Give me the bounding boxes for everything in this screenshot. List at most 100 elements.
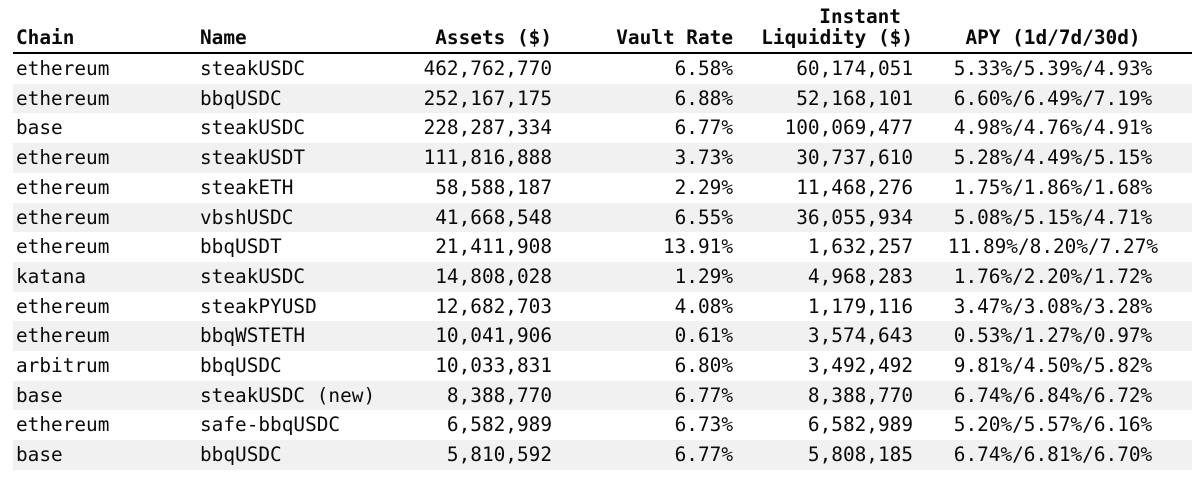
- instant-liquidity-cell: 11,468,276: [796, 175, 913, 199]
- col-header-assets: Assets ($): [422, 0, 553, 54]
- name-cell: bbqUSDC: [200, 354, 282, 378]
- assets-cell: 41,668,548: [435, 205, 552, 229]
- chain-cell: ethereum: [16, 413, 110, 437]
- vault-rate-cell: 1.29%: [674, 264, 733, 288]
- assets-cell: 6,582,989: [446, 413, 552, 437]
- vault-rate-cell: 3.73%: [674, 146, 733, 170]
- vault-rate-cell: 6.77%: [674, 383, 733, 407]
- name-cell: steakPYUSD: [200, 294, 317, 318]
- name-cell: safe-bbqUSDC: [200, 413, 341, 437]
- col-header-vault-rate-label: Vault Rate: [616, 26, 733, 49]
- apy-cell: 5.20%/5.57%/6.16%: [953, 413, 1153, 437]
- instant-liquidity-cell: 60,174,051: [796, 57, 913, 80]
- table-row: ethereum bbqWSTETH 10,041,906 0.61% 3,574,64…: [13, 321, 1192, 352]
- col-header-name-label: Name: [200, 26, 247, 49]
- chain-cell: base: [16, 443, 63, 467]
- apy-cell: 5.33%/5.39%/4.93%: [953, 57, 1153, 80]
- assets-cell: 14,808,028: [435, 264, 552, 288]
- col-header-chain: Chain: [13, 0, 200, 54]
- table-row: base steakUSDC (new) 8,388,770 6.77% 8,388,7…: [13, 380, 1192, 411]
- assets-cell: 111,816,888: [423, 146, 552, 170]
- vault-rate-cell: 6.77%: [674, 443, 733, 467]
- table-row: ethereum vbshUSDC 41,668,548 6.55% 36,055,93…: [13, 202, 1192, 233]
- apy-cell: 5.08%/5.15%/4.71%: [953, 205, 1153, 229]
- apy-cell: 4.98%/4.76%/4.91%: [953, 116, 1153, 140]
- assets-cell: 252,167,175: [423, 86, 552, 110]
- assets-cell: 12,682,703: [435, 294, 552, 318]
- assets-cell: 21,411,908: [435, 235, 552, 259]
- apy-cell: 6.74%/6.84%/6.72%: [953, 383, 1153, 407]
- instant-liquidity-cell: 5,808,185: [807, 443, 913, 467]
- vaults-table: Chain Name Assets ($) Vault Rate Instant…: [13, 0, 1192, 470]
- instant-liquidity-cell: 8,388,770: [807, 383, 913, 407]
- assets-cell: 58,588,187: [435, 175, 552, 199]
- assets-cell: 228,287,334: [423, 116, 552, 140]
- name-cell: steakUSDC: [200, 116, 306, 140]
- name-cell: steakUSDC: [200, 57, 306, 80]
- vault-rate-cell: 4.08%: [674, 294, 733, 318]
- instant-liquidity-cell: 52,168,101: [796, 86, 913, 110]
- table-row: ethereum steakUSDC 462,762,770 6.58% 60,174,…: [13, 53, 1192, 84]
- vault-rate-cell: 6.73%: [674, 413, 733, 437]
- col-header-apy: APY (1d/7d/30d): [914, 0, 1192, 54]
- table-header-row: Chain Name Assets ($) Vault Rate Instant…: [13, 0, 1192, 54]
- name-cell: bbqUSDC: [200, 86, 282, 110]
- vault-rate-cell: 6.77%: [674, 116, 733, 140]
- vault-rate-cell: 6.55%: [674, 205, 733, 229]
- vault-rate-cell: 6.88%: [674, 86, 733, 110]
- instant-liquidity-cell: 30,737,610: [796, 146, 913, 170]
- name-cell: vbshUSDC: [200, 205, 294, 229]
- vault-rate-cell: 13.91%: [662, 235, 733, 259]
- table-row: ethereum bbqUSDC 252,167,175 6.88% 52,168,10…: [13, 83, 1192, 114]
- assets-cell: 5,810,592: [446, 443, 552, 467]
- instant-liquidity-cell: 3,492,492: [807, 354, 913, 378]
- table-header: Chain Name Assets ($) Vault Rate Instant…: [13, 0, 1192, 54]
- chain-cell: base: [16, 116, 63, 140]
- chain-cell: ethereum: [16, 294, 110, 318]
- chain-cell: base: [16, 383, 63, 407]
- apy-cell: 6.74%/6.81%/6.70%: [953, 443, 1153, 467]
- instant-liquidity-cell: 4,968,283: [807, 264, 913, 288]
- instant-liquidity-cell: 6,582,989: [807, 413, 913, 437]
- name-cell: bbqWSTETH: [200, 324, 306, 348]
- chain-cell: ethereum: [16, 57, 110, 80]
- table-row: base bbqUSDC 5,810,592 6.77% 5,808,185 6.74%/…: [13, 440, 1192, 470]
- apy-cell: 11.89%/8.20%/7.27%: [947, 235, 1159, 259]
- instant-liquidity-cell: 1,179,116: [807, 294, 913, 318]
- apy-cell: 0.53%/1.27%/0.97%: [953, 324, 1153, 348]
- col-header-chain-label: Chain: [16, 26, 75, 49]
- apy-cell: 6.60%/6.49%/7.19%: [953, 86, 1153, 110]
- name-cell: bbqUSDC: [200, 443, 282, 467]
- chain-cell: ethereum: [16, 86, 110, 110]
- vault-rate-cell: 0.61%: [674, 324, 733, 348]
- instant-liquidity-cell: 1,632,257: [807, 235, 913, 259]
- name-cell: steakUSDT: [200, 146, 306, 170]
- col-header-instant-liquidity-line2: Liquidity ($): [761, 26, 913, 49]
- chain-cell: ethereum: [16, 175, 110, 199]
- table-body: ethereum steakUSDC 462,762,770 6.58% 60,174,…: [13, 53, 1192, 470]
- vault-rate-cell: 6.58%: [674, 57, 733, 80]
- table-row: arbitrum bbqUSDC 10,033,831 6.80% 3,492,492 9…: [13, 351, 1192, 381]
- col-header-name: Name: [200, 0, 422, 54]
- table-row: ethereum bbqUSDT 21,411,908 13.91% 1,632,257…: [13, 232, 1192, 262]
- instant-liquidity-cell: 36,055,934: [796, 205, 913, 229]
- col-header-instant-liquidity-line1: Instant: [819, 5, 901, 28]
- table-row: ethereum steakUSDT 111,816,888 3.73% 30,737,…: [13, 143, 1192, 173]
- table-row: ethereum steakETH 58,588,187 2.29% 11,468,27…: [13, 173, 1192, 203]
- name-cell: steakETH: [200, 175, 294, 199]
- assets-cell: 8,388,770: [446, 383, 552, 407]
- assets-cell: 462,762,770: [423, 57, 552, 80]
- instant-liquidity-cell: 100,069,477: [784, 116, 913, 140]
- name-cell: steakUSDC (new): [200, 383, 376, 407]
- instant-liquidity-cell: 3,574,643: [807, 324, 913, 348]
- vault-rate-cell: 6.80%: [674, 354, 733, 378]
- col-header-assets-label: Assets ($): [435, 26, 552, 49]
- chain-cell: katana: [16, 264, 87, 288]
- chain-cell: arbitrum: [16, 354, 110, 378]
- name-cell: steakUSDC: [200, 264, 306, 288]
- chain-cell: ethereum: [16, 324, 110, 348]
- apy-cell: 9.81%/4.50%/5.82%: [953, 354, 1153, 378]
- table-row: base steakUSDC 228,287,334 6.77% 100,069,477…: [13, 113, 1192, 143]
- table-row: ethereum safe-bbqUSDC 6,582,989 6.73% 6,582,…: [13, 410, 1192, 440]
- chain-cell: ethereum: [16, 235, 110, 259]
